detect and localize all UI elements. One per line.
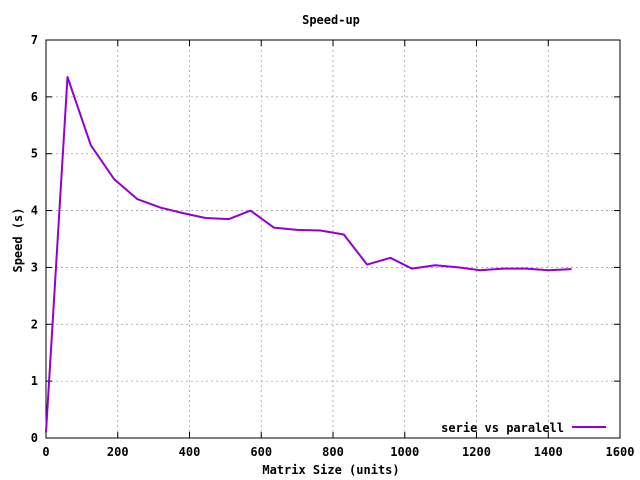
x-axis-label: Matrix Size (units): [262, 463, 399, 477]
x-tick-label: 1400: [534, 445, 563, 459]
x-tick-label: 0: [42, 445, 49, 459]
chart-title: Speed-up: [302, 13, 360, 27]
y-tick-label: 0: [31, 431, 38, 445]
plot-frame: [45, 39, 621, 439]
x-tick-label: 200: [107, 445, 129, 459]
x-tick-label: 1200: [462, 445, 491, 459]
legend-label: serie vs paralell: [441, 421, 564, 435]
series-layer: [45, 76, 572, 433]
y-tick-label: 2: [31, 317, 38, 331]
y-tick-label: 3: [31, 260, 38, 274]
y-tick-label: 4: [31, 204, 38, 218]
x-tick-label: 1000: [390, 445, 419, 459]
y-tick-label: 1: [31, 374, 38, 388]
x-tick-label: 800: [322, 445, 344, 459]
x-tick-label: 400: [179, 445, 201, 459]
y-tick-label: 5: [31, 147, 38, 161]
y-tick-label: 6: [31, 90, 38, 104]
legend: serie vs paralell: [441, 421, 606, 435]
grid: [46, 40, 620, 438]
x-tick-label: 600: [250, 445, 272, 459]
series-line: [45, 76, 572, 433]
y-axis-label: Speed (s): [11, 207, 25, 272]
axis-ticks: 0 1 2 3 4 5 6 7 0 200 400 600 800 1000 1200 1400 1600: [31, 33, 635, 459]
y-tick-label: 7: [31, 33, 38, 47]
x-tick-label: 1600: [606, 445, 635, 459]
